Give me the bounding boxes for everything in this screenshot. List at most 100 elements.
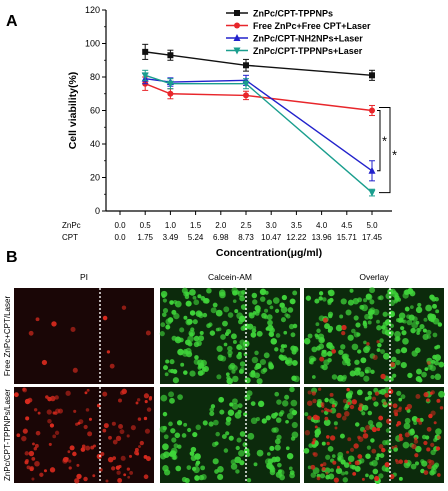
- live-cell: [351, 464, 356, 470]
- live-cell: [230, 333, 237, 340]
- dead-cell: [353, 443, 359, 449]
- dead-cell: [145, 330, 151, 336]
- x-tick-label: 0.0: [114, 233, 126, 242]
- live-cell: [353, 315, 359, 321]
- live-cell: [356, 367, 362, 372]
- live-cell: [218, 289, 226, 297]
- dead-cell: [106, 350, 111, 354]
- live-cell: [324, 467, 331, 474]
- dead-cell: [92, 474, 96, 478]
- live-cell: [274, 412, 279, 417]
- live-cell: [212, 458, 219, 465]
- dead-cell: [426, 447, 431, 452]
- live-cell: [365, 453, 371, 459]
- dead-cell: [16, 433, 21, 438]
- series-line: [144, 74, 373, 194]
- live-cell: [214, 441, 219, 446]
- live-cell: [236, 437, 242, 443]
- live-cell: [177, 444, 182, 449]
- live-cell: [216, 374, 222, 380]
- dead-cell: [366, 342, 370, 346]
- dead-cell: [319, 356, 325, 362]
- dead-cell: [314, 425, 318, 429]
- live-cell: [267, 319, 273, 326]
- live-cell: [246, 390, 253, 397]
- live-cell: [187, 341, 193, 347]
- dead-cell: [34, 460, 40, 467]
- dead-cell: [313, 452, 318, 457]
- dead-cell: [325, 471, 329, 475]
- live-cell: [266, 452, 271, 456]
- live-cell: [379, 388, 387, 395]
- live-cell: [199, 369, 206, 375]
- live-cell: [163, 451, 170, 459]
- live-cell: [318, 296, 323, 301]
- dead-cell: [51, 321, 57, 327]
- live-cell: [165, 359, 170, 364]
- dead-cell: [54, 430, 60, 436]
- live-cell: [195, 424, 201, 431]
- live-cell: [377, 296, 382, 300]
- live-cell: [217, 473, 224, 481]
- dead-cell: [37, 411, 41, 415]
- live-cell: [385, 428, 391, 433]
- live-cell: [250, 401, 256, 406]
- x-tick-label: 2.0: [215, 221, 227, 230]
- live-cell: [286, 412, 294, 420]
- dead-cell: [371, 448, 377, 454]
- live-cell: [421, 460, 428, 467]
- live-cell: [378, 473, 384, 479]
- live-cell: [225, 416, 232, 422]
- live-cell: [223, 342, 228, 347]
- dead-cell: [116, 470, 121, 475]
- dead-cell: [384, 462, 390, 468]
- live-cell: [232, 398, 238, 405]
- live-cell: [340, 298, 347, 305]
- dead-cell: [108, 435, 112, 440]
- live-cell: [239, 431, 246, 437]
- live-cell: [312, 357, 317, 362]
- live-cell: [164, 372, 169, 377]
- live-cell: [171, 335, 177, 341]
- live-cell: [185, 347, 192, 355]
- dead-cell: [321, 409, 324, 413]
- live-cell: [434, 373, 442, 381]
- live-cell: [335, 324, 343, 332]
- dead-cell: [380, 373, 386, 380]
- live-cell: [169, 450, 177, 457]
- live-cell: [172, 455, 177, 460]
- live-cell: [407, 288, 414, 295]
- live-cell: [368, 474, 375, 480]
- live-cell: [432, 303, 437, 309]
- live-cell: [236, 353, 243, 360]
- live-cell: [435, 309, 440, 314]
- live-cell: [220, 355, 227, 362]
- live-cell: [231, 369, 236, 374]
- live-cell: [379, 338, 384, 343]
- dead-cell: [439, 406, 444, 410]
- live-cell: [234, 290, 240, 295]
- dead-cell: [24, 398, 31, 405]
- dead-cell: [121, 305, 127, 310]
- live-cell: [415, 375, 422, 382]
- dead-cell: [342, 398, 348, 404]
- live-cell: [413, 420, 418, 426]
- dead-cell: [320, 463, 324, 467]
- dead-cell: [398, 406, 402, 410]
- y-tick-label: 120: [85, 5, 100, 15]
- x-ticks: ZnPc 0.0 0.5 1.0 1.5 2.0 2.5 3.0 3.5 4.0 4.5 5.0 CPT…: [62, 211, 383, 242]
- y-tick-label: 60: [90, 106, 100, 116]
- x-tick-label: 1.0: [165, 221, 177, 230]
- dead-cell: [35, 317, 40, 322]
- live-cell: [367, 410, 373, 416]
- live-cell: [170, 368, 175, 374]
- live-cell: [217, 327, 222, 332]
- column-title: Calcein-AM: [208, 272, 252, 282]
- live-cell: [396, 390, 402, 396]
- dead-cell: [70, 326, 76, 332]
- dead-cell: [362, 433, 369, 439]
- live-cell: [326, 350, 333, 357]
- data-point: [142, 48, 149, 55]
- live-cell: [328, 289, 335, 297]
- live-cell: [160, 290, 168, 298]
